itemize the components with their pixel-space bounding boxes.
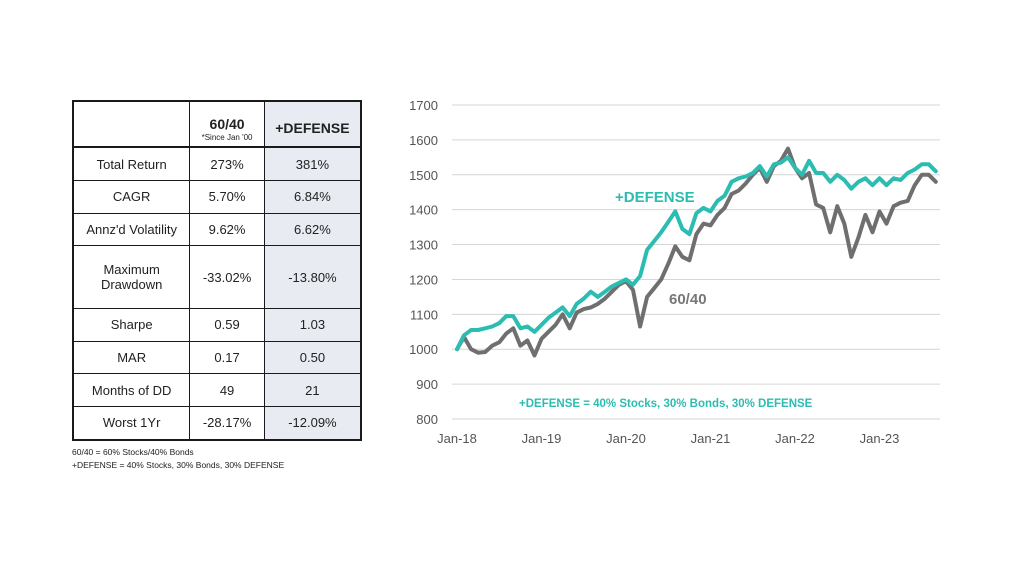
stats-table: 60/40 *Since Jan '00 +DEFENSE Total Retu… [72, 100, 362, 441]
y-tick-label: 800 [416, 412, 438, 427]
row-label: Maximum Drawdown [72, 245, 191, 310]
x-tick-label: Jan-23 [860, 431, 900, 446]
defense-series-label: +DEFENSE [615, 189, 695, 206]
table-notes: 60/40 = 60% Stocks/40% Bonds +DEFENSE = … [72, 446, 284, 472]
table-row: CAGR 5.70% 6.84% [72, 180, 362, 214]
sixty-forty-series-label: 60/40 [669, 291, 707, 308]
y-tick-label: 1000 [409, 342, 438, 357]
row-value-6040: 49 [189, 373, 265, 407]
x-tick-label: Jan-22 [775, 431, 815, 446]
row-label: Worst 1Yr [72, 405, 191, 441]
defense-series-line [455, 155, 938, 352]
table-header-row: 60/40 *Since Jan '00 +DEFENSE [72, 100, 362, 148]
x-tick-label: Jan-19 [522, 431, 562, 446]
table-row: Maximum Drawdown -33.02% -13.80% [72, 245, 362, 310]
header-6040-sublabel: *Since Jan '00 [201, 133, 253, 142]
y-tick-label: 900 [416, 377, 438, 392]
chart-gridlines [452, 104, 940, 420]
note-defense: +DEFENSE = 40% Stocks, 30% Bonds, 30% DE… [72, 460, 285, 470]
row-value-defense: 21 [263, 373, 362, 407]
header-defense-cell: +DEFENSE [263, 100, 362, 148]
row-value-defense: 381% [263, 146, 362, 182]
x-tick-label: Jan-18 [437, 431, 477, 446]
row-value-6040: -28.17% [189, 405, 265, 441]
row-label: Months of DD [72, 373, 191, 407]
stats-table-panel: 60/40 *Since Jan '00 +DEFENSE Total Retu… [72, 100, 362, 441]
x-tick-label: Jan-21 [691, 431, 731, 446]
y-tick-label: 1300 [409, 238, 438, 253]
row-label: MAR [72, 340, 191, 375]
y-tick-label: 1700 [409, 98, 438, 113]
table-row: Worst 1Yr -28.17% -12.09% [72, 405, 362, 441]
row-label: Sharpe [72, 308, 191, 342]
header-6040-cell: 60/40 *Since Jan '00 [189, 100, 265, 148]
chart-series [455, 146, 938, 358]
y-tick-label: 1400 [409, 203, 438, 218]
row-value-defense: 0.50 [263, 340, 362, 375]
row-value-6040: 273% [189, 146, 265, 182]
table-row: Months of DD 49 21 [72, 373, 362, 407]
table-row: Annz'd Volatility 9.62% 6.62% [72, 212, 362, 247]
row-value-defense: -13.80% [263, 245, 362, 310]
x-tick-label: Jan-20 [606, 431, 646, 446]
y-axis-ticks: 800 900 1000 1100 1200 1300 1400 1500 1600 1700 [409, 98, 438, 427]
row-label: Annz'd Volatility [72, 212, 191, 247]
row-value-6040: -33.02% [189, 245, 265, 310]
row-value-defense: 1.03 [263, 308, 362, 342]
y-tick-label: 1200 [409, 272, 438, 287]
header-defense-label: +DEFENSE [275, 120, 350, 136]
row-value-6040: 9.62% [189, 212, 265, 247]
x-axis-ticks: Jan-18 Jan-19 Jan-20 Jan-21 Jan-22 Jan-23 [437, 431, 899, 446]
row-value-6040: 0.59 [189, 308, 265, 342]
row-value-defense: 6.84% [263, 180, 362, 214]
row-value-6040: 5.70% [189, 180, 265, 214]
allocation-note: +DEFENSE = 40% Stocks, 30% Bonds, 30% DE… [519, 398, 813, 410]
table-row: Sharpe 0.59 1.03 [72, 308, 362, 342]
row-label: CAGR [72, 180, 191, 214]
table-row: Total Return 273% 381% [72, 146, 362, 182]
performance-line-chart: 800 900 1000 1100 1200 1300 1400 1500 1600 1700 J… [409, 98, 940, 446]
sixty-forty-series-line [455, 146, 938, 358]
y-tick-label: 1600 [409, 133, 438, 148]
y-tick-label: 1100 [410, 307, 438, 322]
note-6040: 60/40 = 60% Stocks/40% Bonds [72, 447, 194, 457]
row-label: Total Return [72, 146, 191, 182]
header-6040-label: 60/40 [209, 116, 245, 132]
table-row: MAR 0.17 0.50 [72, 340, 362, 375]
row-value-defense: 6.62% [263, 212, 362, 247]
row-value-defense: -12.09% [263, 405, 362, 441]
y-tick-label: 1500 [409, 168, 438, 183]
header-blank-cell [72, 100, 191, 148]
row-value-6040: 0.17 [189, 340, 265, 375]
